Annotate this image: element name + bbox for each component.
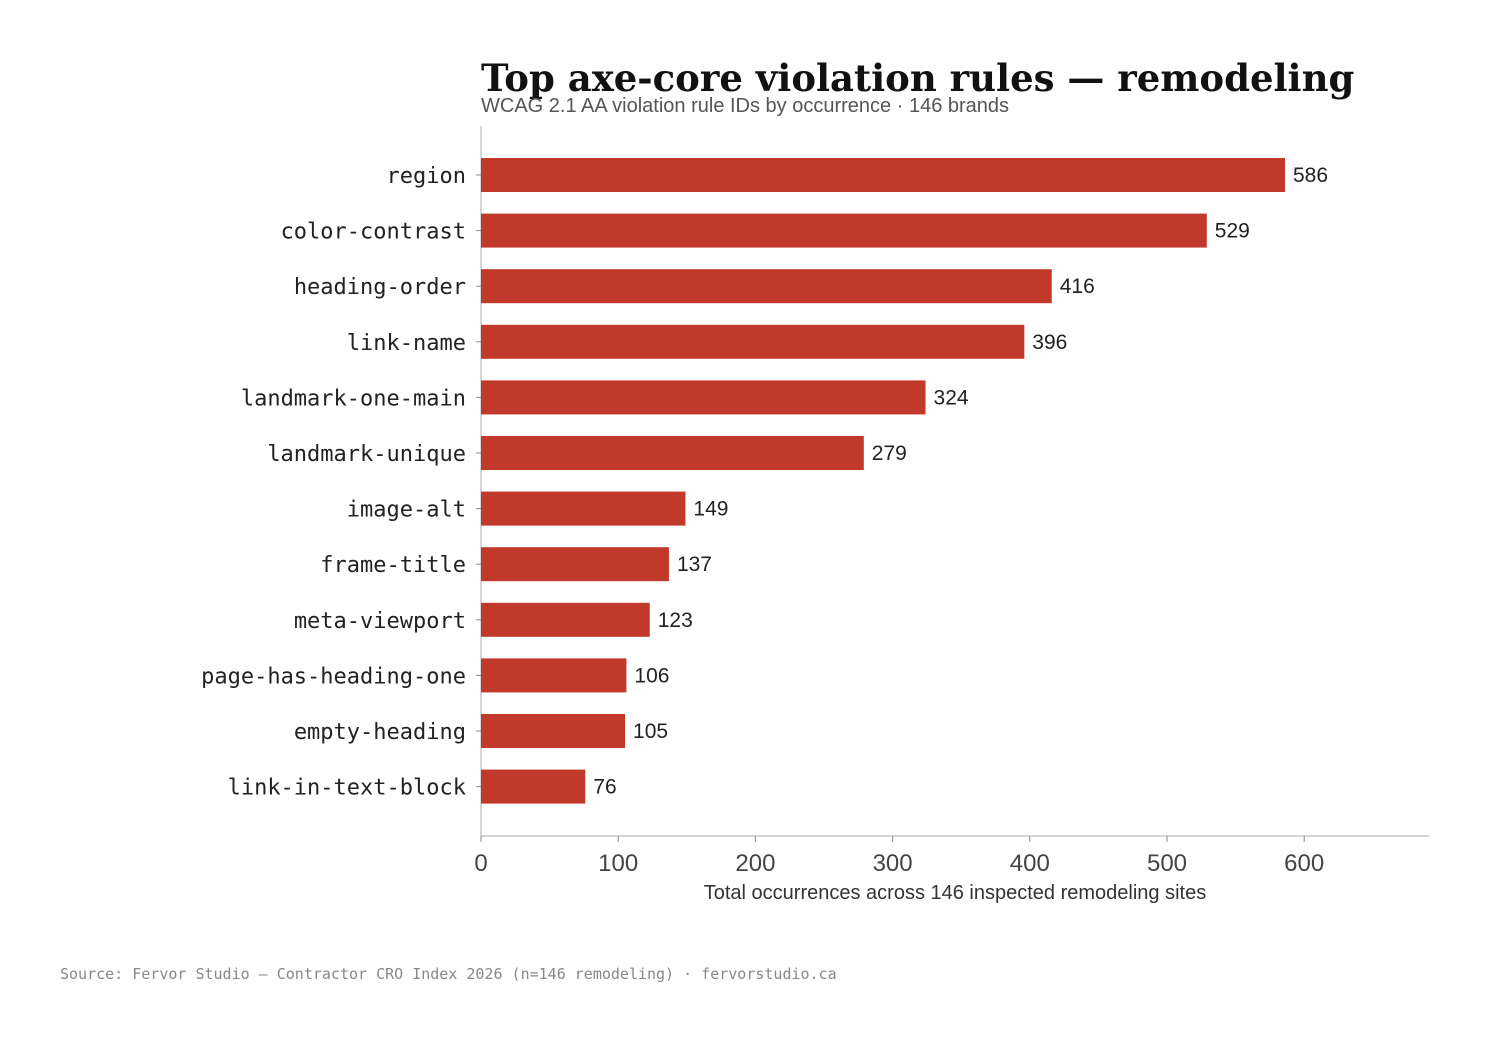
category-label: image-alt bbox=[347, 498, 466, 523]
x-tick-label: 0 bbox=[474, 850, 487, 877]
bar bbox=[481, 213, 1207, 248]
x-tick-label: 100 bbox=[598, 850, 638, 877]
data-label: 123 bbox=[658, 609, 693, 632]
chart-subtitle: WCAG 2.1 AA violation rule IDs by occurr… bbox=[481, 95, 1009, 117]
category-label: meta-viewport bbox=[294, 609, 466, 634]
x-tick-label: 200 bbox=[735, 850, 775, 877]
data-label: 105 bbox=[633, 720, 668, 743]
category-label: page-has-heading-one bbox=[201, 664, 466, 689]
data-label: 586 bbox=[1293, 164, 1328, 187]
category-label: link-in-text-block bbox=[228, 776, 466, 801]
bar bbox=[481, 547, 669, 582]
bar bbox=[481, 714, 626, 748]
data-label: 137 bbox=[677, 553, 712, 576]
data-label: 396 bbox=[1032, 331, 1067, 354]
data-label: 324 bbox=[934, 386, 969, 409]
category-label: landmark-unique bbox=[267, 442, 466, 467]
category-label: frame-title bbox=[320, 553, 466, 578]
bar bbox=[481, 602, 650, 637]
bar bbox=[481, 324, 1025, 359]
x-tick-label: 400 bbox=[1010, 850, 1050, 877]
data-label: 106 bbox=[634, 664, 669, 687]
x-axis-label: Total occurrences across 146 inspected r… bbox=[704, 882, 1206, 904]
bar bbox=[481, 658, 627, 693]
bar bbox=[481, 436, 864, 470]
data-label: 416 bbox=[1060, 275, 1095, 298]
data-label: 529 bbox=[1215, 220, 1250, 243]
category-label: region bbox=[387, 164, 466, 189]
bar bbox=[481, 269, 1052, 304]
x-tick-label: 600 bbox=[1284, 850, 1324, 877]
category-label: landmark-one-main bbox=[241, 386, 466, 411]
category-label: heading-order bbox=[294, 275, 466, 300]
bar bbox=[481, 380, 926, 415]
bar bbox=[481, 158, 1285, 192]
category-label: link-name bbox=[347, 331, 466, 356]
category-label: color-contrast bbox=[281, 220, 466, 245]
x-tick-label: 500 bbox=[1147, 850, 1187, 877]
data-label: 149 bbox=[693, 498, 728, 521]
bar bbox=[481, 769, 586, 804]
category-label: empty-heading bbox=[294, 720, 466, 745]
data-label: 76 bbox=[593, 776, 616, 799]
x-tick-label: 300 bbox=[873, 850, 913, 877]
plot-area: region 586 color-contrast 529 heading-order 4… bbox=[201, 126, 1429, 877]
bar bbox=[481, 491, 686, 526]
source-note: Source: Fervor Studio — Contractor CRO I… bbox=[60, 965, 837, 983]
data-label: 279 bbox=[872, 442, 907, 465]
chart-title: Top axe-core violation rules — remodelin… bbox=[481, 56, 1354, 100]
